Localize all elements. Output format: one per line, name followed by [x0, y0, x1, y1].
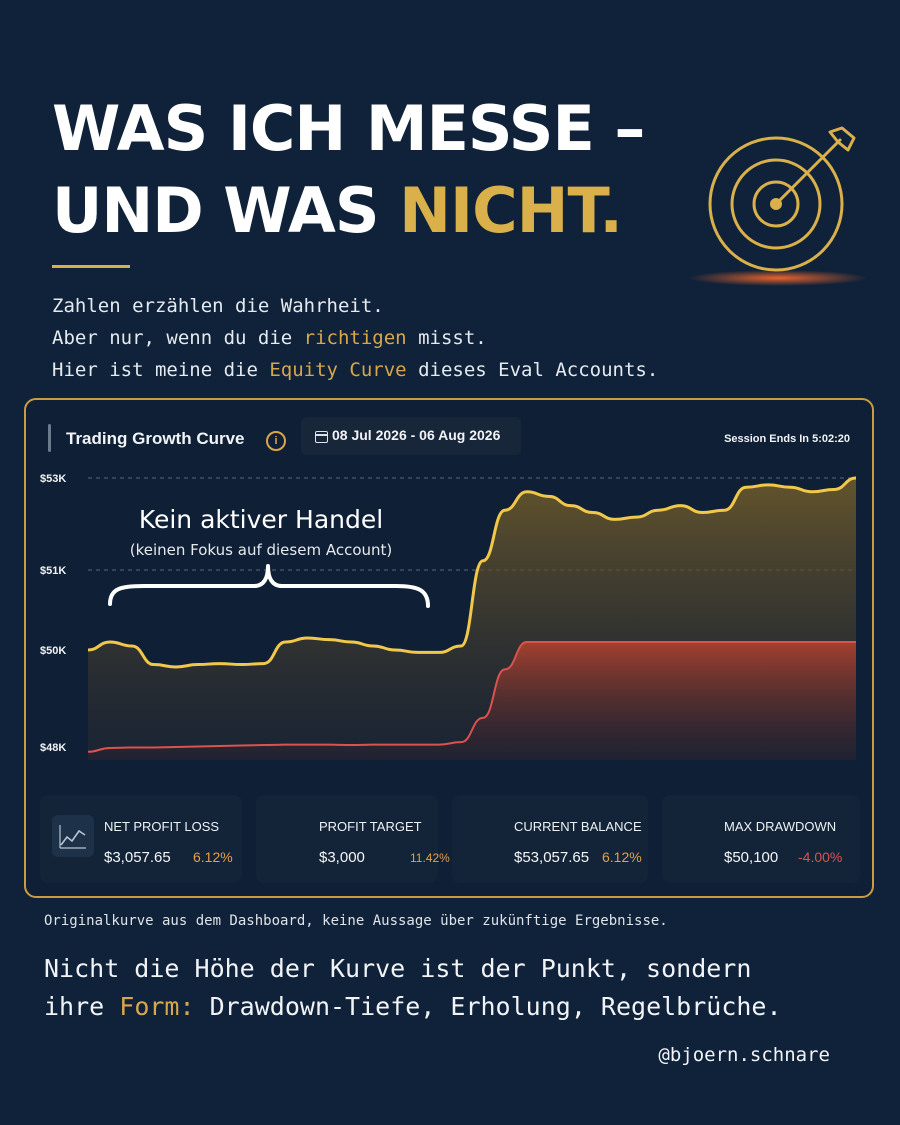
closing-line2-suffix: Drawdown-Tiefe, Erholung, Regelbrüche. [194, 992, 782, 1021]
card-title: Trading Growth Curve [66, 429, 245, 448]
intro-line2-suffix: misst. [406, 327, 487, 349]
y-tick-label: $51K [40, 565, 66, 577]
dashboard-card: $53K $51K $50K $48K Kein aktiver Handel (kein… [24, 398, 874, 898]
headline-line2-prefix: UND WAS [52, 174, 400, 247]
stat-net-profit-loss: NET PROFIT LOSS $3,057.65 6.12% [40, 795, 242, 883]
y-tick-label: $50K [40, 645, 66, 657]
closing-line2-accent: Form: [119, 992, 195, 1021]
headline-line1: WAS ICH MESSE – [52, 92, 645, 165]
stat-value: $53,057.65 [514, 849, 590, 866]
headline: WAS ICH MESSE – UND WAS NICHT. [52, 88, 645, 252]
info-icon[interactable]: i [266, 431, 286, 451]
y-tick-label: $53K [40, 473, 66, 485]
intro-line1: Zahlen erzählen die Wahrheit. [52, 295, 384, 317]
stat-percent: -4.00% [798, 849, 843, 865]
annotation-subtitle: (keinen Fokus auf diesem Account) [130, 541, 393, 559]
stat-value: $50,100 [724, 849, 779, 866]
intro-text: Zahlen erzählen die Wahrheit. Aber nur, … [52, 290, 658, 386]
intro-line3-prefix: Hier ist meine die [52, 359, 270, 381]
header-accent-bar [48, 424, 51, 452]
intro-line2-accent: richtigen [303, 327, 407, 349]
intro-line3-accent: Equity Curve [269, 359, 407, 381]
brace-annotation [108, 564, 430, 608]
line-chart-icon [52, 815, 94, 857]
stat-percent: 11.42% [410, 851, 450, 865]
stat-current-balance: CURRENT BALANCE $53,057.65 6.12% [452, 795, 648, 883]
stat-max-drawdown: MAX DRAWDOWN $50,100 -4.00% [662, 795, 860, 883]
stat-label: CURRENT BALANCE [514, 819, 642, 834]
footnote: Originalkurve aus dem Dashboard, keine A… [44, 913, 668, 929]
closing-line1: Nicht die Höhe der Kurve ist der Punkt, … [44, 954, 752, 983]
headline-line2-accent: NICHT [399, 174, 600, 247]
stat-label: PROFIT TARGET [319, 819, 422, 834]
date-range-text: 08 Jul 2026 - 06 Aug 2026 [332, 427, 501, 443]
intro-line3-suffix: dieses Eval Accounts. [406, 359, 659, 381]
annotation-title: Kein aktiver Handel [139, 505, 383, 534]
card-header: Trading Growth Curve i 08 Jul 2026 - 06 … [26, 400, 872, 470]
stat-percent: 6.12% [602, 849, 642, 865]
author-handle: @bjoern.schnare [658, 1044, 830, 1066]
stat-profit-target: PROFIT TARGET $3,000 11.42% [256, 795, 450, 883]
intro-line2-prefix: Aber nur, wenn du die [52, 327, 304, 349]
equity-line [87, 476, 857, 669]
calendar-icon [315, 431, 328, 443]
closing-line2-prefix: ihre [44, 992, 120, 1021]
stat-value: $3,057.65 [104, 849, 171, 866]
headline-line2-suffix: . [599, 174, 623, 247]
drawdown-line [87, 641, 856, 753]
y-tick-label: $48K [40, 742, 66, 754]
stat-label: MAX DRAWDOWN [724, 819, 837, 834]
stat-percent: 6.12% [193, 849, 233, 865]
equity-chart: $53K $51K $50K $48K Kein aktiver Handel (kein… [40, 473, 857, 760]
date-range-picker[interactable]: 08 Jul 2026 - 06 Aug 2026 [301, 417, 521, 455]
stat-value: $3,000 [319, 849, 365, 866]
closing-text: Nicht die Höhe der Kurve ist der Punkt, … [44, 950, 782, 1026]
stat-label: NET PROFIT LOSS [104, 819, 220, 834]
session-timer: Session Ends In 5:02:20 [724, 433, 850, 445]
target-arrow-icon [690, 126, 868, 286]
drawdown-area [88, 642, 856, 760]
accent-rule [52, 265, 130, 268]
